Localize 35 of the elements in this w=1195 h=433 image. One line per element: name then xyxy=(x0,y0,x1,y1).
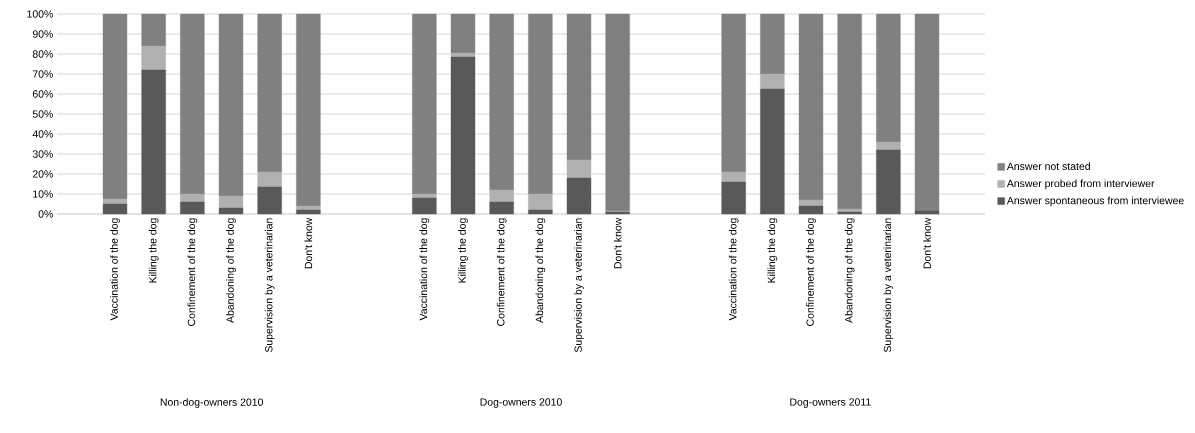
x-tick-label: Vaccination of the dog xyxy=(728,218,739,321)
x-tick-label: Supervision by a veterinarian xyxy=(574,218,584,353)
y-tick-label: 0% xyxy=(38,210,53,218)
x-tick-label: Confinement of the dog xyxy=(187,218,198,326)
x-tick-label: Abandoning of the dog xyxy=(226,218,236,323)
legend-label: Answer probed from interviewer xyxy=(1006,179,1155,190)
x-tick-label: Killing the dog xyxy=(458,218,468,283)
x-tick-label: Don't know xyxy=(923,217,931,269)
y-tick-label: 70% xyxy=(32,70,53,78)
y-tick-label: 40% xyxy=(32,130,53,138)
x-tick-label: Confinement of the dog xyxy=(806,218,816,326)
y-tick-label: 60% xyxy=(32,90,53,98)
x-tick-label: Don't know xyxy=(304,217,313,269)
y-tick-label: 80% xyxy=(32,50,53,58)
x-tick-label: Confinement of the dog xyxy=(496,218,507,326)
y-tick-label: 100% xyxy=(27,10,53,18)
text: Dog-owners 2011 xyxy=(790,398,871,408)
y-tick-label: 30% xyxy=(32,150,53,158)
text: Dog-owners 2010 xyxy=(480,398,562,408)
x-tick-label: Supervision by a veterinarian xyxy=(264,218,275,353)
text: Non-dog-owners 2010 xyxy=(160,398,263,408)
y-tick-label: 20% xyxy=(32,170,53,178)
x-tick-label: Vaccination of the dog xyxy=(110,218,120,321)
y-tick-label: 50% xyxy=(32,110,53,118)
x-tick-label: Killing the dog xyxy=(148,218,159,283)
y-tick-label: 10% xyxy=(33,190,53,198)
x-tick-label: Supervision by a veterinarian xyxy=(883,218,894,353)
x-tick-label: Killing the dog xyxy=(767,218,778,283)
x-tick-label: Abandoning of the dog xyxy=(844,218,855,323)
x-tick-label: Vaccination of the dog xyxy=(419,218,430,321)
x-tick-label: Abandoning of the dog xyxy=(535,218,546,323)
x-tick-label: Don't know xyxy=(613,217,622,269)
legend-label: Answer not stated xyxy=(1006,162,1090,170)
y-tick-label: 90% xyxy=(32,30,53,38)
legend-label: Answer spontaneous from interviewee xyxy=(1006,196,1184,207)
